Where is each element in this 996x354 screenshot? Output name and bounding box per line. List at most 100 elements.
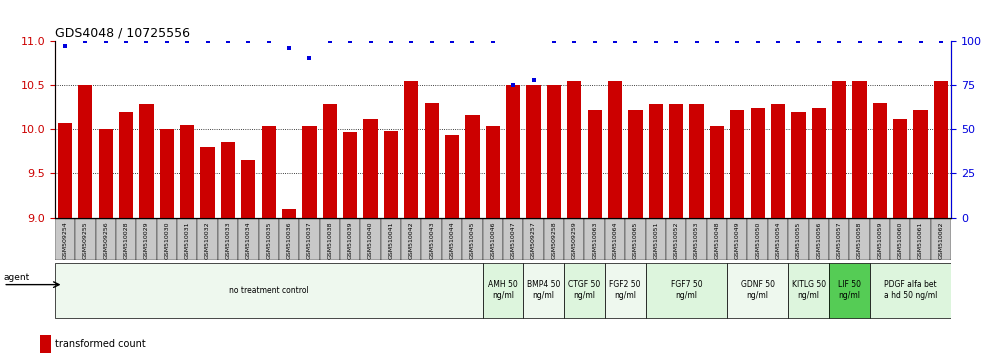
Text: AMH 50
ng/ml: AMH 50 ng/ml (488, 280, 518, 300)
Point (587, 38, 603, 44)
Bar (177, 219, 197, 260)
Text: GSM510029: GSM510029 (144, 222, 149, 259)
Bar (262, 126, 276, 218)
Bar (608, 80, 622, 218)
Text: GSM510039: GSM510039 (348, 222, 353, 259)
Point (199, 38, 215, 44)
Point (281, 45, 297, 51)
Bar (812, 108, 826, 218)
Point (343, 38, 359, 44)
Bar (221, 143, 235, 218)
Point (546, 38, 562, 44)
Bar (850, 219, 870, 260)
Text: GSM510035: GSM510035 (266, 222, 271, 259)
Bar (666, 219, 686, 260)
Bar (730, 110, 744, 218)
Text: GSM510038: GSM510038 (328, 222, 333, 259)
Bar (116, 219, 136, 260)
Bar (689, 104, 703, 218)
Point (627, 38, 643, 44)
Text: GSM510063: GSM510063 (593, 222, 598, 259)
Text: GSM510062: GSM510062 (938, 222, 943, 259)
Bar (567, 80, 582, 218)
Bar (771, 104, 785, 218)
Text: GSM510048: GSM510048 (714, 222, 719, 259)
Point (138, 38, 154, 44)
Bar (788, 219, 809, 260)
Bar (870, 219, 890, 260)
Bar (119, 112, 133, 218)
Text: KITLG 50
ng/ml: KITLG 50 ng/ml (792, 280, 826, 300)
Text: GSM509255: GSM509255 (83, 222, 88, 259)
Text: LIF 50
ng/ml: LIF 50 ng/ml (838, 280, 861, 300)
Text: GSM510056: GSM510056 (817, 222, 822, 259)
Bar (707, 219, 727, 260)
Bar (544, 219, 564, 260)
Point (78, 38, 94, 44)
Text: GDS4048 / 10725556: GDS4048 / 10725556 (55, 27, 190, 40)
Point (526, 77, 542, 82)
Bar (727, 219, 747, 260)
Text: GSM510053: GSM510053 (694, 222, 699, 259)
Text: GSM510049: GSM510049 (735, 222, 740, 259)
Point (811, 38, 827, 44)
Text: GSM510030: GSM510030 (164, 222, 169, 259)
Bar (890, 219, 910, 260)
Bar (299, 219, 320, 260)
Text: GSM510036: GSM510036 (287, 222, 292, 259)
Bar (791, 112, 806, 218)
Bar (483, 263, 523, 318)
Bar (588, 110, 602, 218)
Point (261, 38, 277, 44)
Text: GSM510033: GSM510033 (225, 222, 230, 259)
Bar (486, 126, 500, 218)
Bar (139, 104, 153, 218)
Bar (96, 219, 116, 260)
Text: GSM510028: GSM510028 (124, 222, 128, 259)
Point (933, 38, 949, 44)
Bar (282, 209, 296, 218)
Text: GSM510052: GSM510052 (673, 222, 678, 259)
Point (98, 38, 114, 44)
Text: transformed count: transformed count (55, 339, 145, 349)
Text: GSM510054: GSM510054 (776, 222, 781, 259)
Text: GSM510040: GSM510040 (369, 222, 374, 259)
Point (322, 38, 338, 44)
Bar (503, 219, 523, 260)
Bar (872, 103, 887, 218)
Text: GSM510060: GSM510060 (897, 222, 902, 259)
Text: GDNF 50
ng/ml: GDNF 50 ng/ml (741, 280, 775, 300)
Point (383, 38, 399, 44)
Text: agent: agent (3, 273, 30, 282)
Text: PDGF alfa bet
a hd 50 ng/ml: PDGF alfa bet a hd 50 ng/ml (883, 280, 937, 300)
Text: GSM510034: GSM510034 (246, 222, 251, 259)
Bar (380, 219, 401, 260)
Point (505, 82, 521, 88)
Bar (323, 104, 337, 218)
Bar (669, 104, 683, 218)
Point (770, 38, 786, 44)
Text: GSM509258: GSM509258 (552, 222, 557, 259)
Text: no treatment control: no treatment control (229, 286, 309, 295)
Bar (605, 219, 625, 260)
Bar (645, 263, 727, 318)
Bar (55, 219, 75, 260)
Bar (159, 129, 174, 218)
Bar (180, 125, 194, 218)
Point (608, 38, 623, 44)
Point (791, 38, 807, 44)
Point (729, 38, 745, 44)
Bar (424, 103, 439, 218)
Point (912, 38, 928, 44)
Bar (523, 263, 564, 318)
Bar (829, 263, 870, 318)
Point (119, 38, 134, 44)
Point (852, 38, 868, 44)
Bar (156, 219, 177, 260)
Point (302, 56, 318, 61)
Text: GSM510047: GSM510047 (511, 222, 516, 259)
Bar (340, 219, 361, 260)
Text: CTGF 50
ng/ml: CTGF 50 ng/ml (569, 280, 601, 300)
Text: FGF2 50
ng/ml: FGF2 50 ng/ml (610, 280, 641, 300)
Bar (506, 85, 520, 218)
